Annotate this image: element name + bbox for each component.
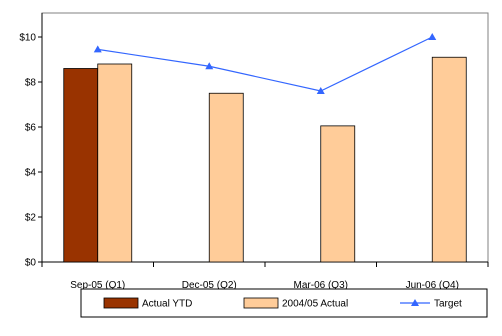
legend-swatch: [103, 297, 139, 309]
x-tick-label: Jun-06 (Q4): [406, 280, 459, 291]
bar: [320, 125, 356, 263]
point: [93, 45, 102, 53]
y-tick-label: $10: [19, 33, 36, 44]
x-tick-label: Sep-05 (Q1): [70, 280, 125, 291]
bar: [431, 56, 467, 263]
legend: Actual YTD 2004/05 Actual Target: [80, 288, 488, 318]
bar: [63, 68, 99, 263]
point: [316, 87, 325, 94]
point: [205, 62, 214, 70]
series-line-target: [97, 36, 433, 92]
bar: [208, 92, 244, 263]
y-tick-label: $8: [25, 78, 37, 89]
y-tick-label: $2: [25, 213, 37, 224]
point: [428, 33, 437, 40]
y-tick-label: $6: [25, 123, 37, 134]
bar: [97, 63, 133, 263]
y-tick-label: $4: [25, 168, 37, 179]
y-tick-label: $0: [25, 258, 37, 269]
legend-label: 2004/05 Actual: [282, 299, 348, 310]
x-tick-label: Dec-05 (Q2): [182, 280, 237, 291]
legend-swatch: [243, 297, 279, 309]
x-tick-label: Mar-06 (Q3): [294, 280, 348, 291]
legend-label: Actual YTD: [142, 299, 192, 310]
plot-area: $0 $2 $4 $6 $8 $10 Sep-05 (Q1) Dec-05 (Q2) Mar-0…: [19, 12, 489, 291]
legend-label: Target: [434, 299, 462, 310]
legend-marker: [411, 299, 419, 306]
